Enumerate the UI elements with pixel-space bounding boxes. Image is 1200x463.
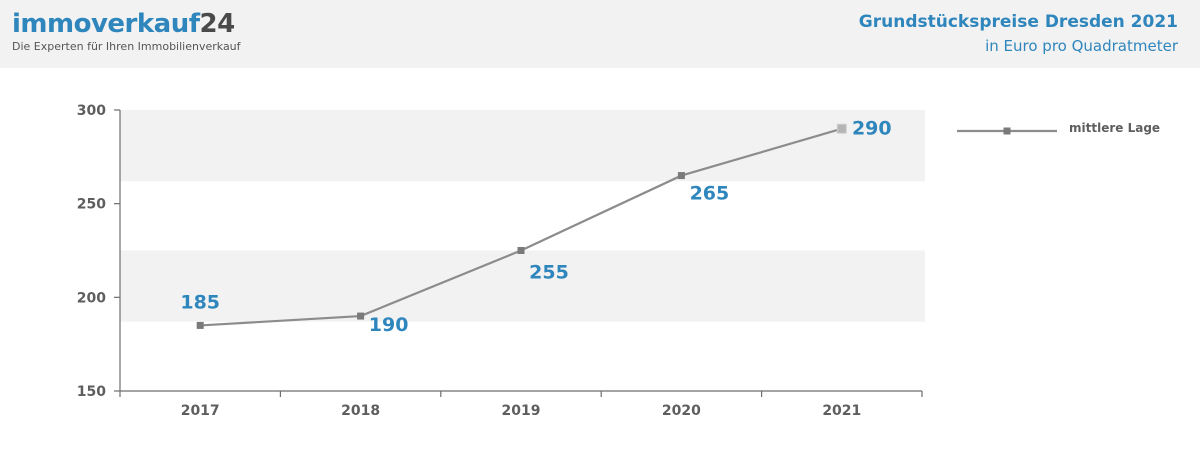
chart-title: Grundstückspreise Dresden 2021 [858,12,1178,32]
data-point-marker [836,123,847,134]
y-tick-label: 250 [77,197,106,213]
data-point-marker [517,247,525,254]
y-tick-label: 150 [77,384,106,400]
data-label: 190 [369,314,409,336]
legend-label: mittlere Lage [1069,121,1160,135]
data-label: 290 [852,118,892,140]
header-bar: immoverkauf24 Die Experten für Ihren Imm… [0,0,1200,68]
data-label: 255 [529,262,569,284]
y-tick-label: 200 [77,290,106,306]
data-label: 185 [180,291,220,313]
brand-tagline: Die Experten für Ihren Immobilienverkauf [12,40,241,53]
grid-band [120,250,925,322]
x-tick-label: 2020 [662,403,701,419]
data-label: 265 [690,183,730,205]
chart-subtitle: in Euro pro Quadratmeter [985,37,1178,55]
x-tick-label: 2017 [181,403,220,419]
x-tick-label: 2019 [502,403,541,419]
brand-name: immoverkauf [12,9,200,39]
brand-logo[interactable]: immoverkauf24 [12,10,235,38]
brand-number: 24 [199,9,236,39]
y-tick-label: 300 [77,103,106,119]
grid-band [120,110,925,182]
data-point-marker [196,321,204,329]
x-tick-label: 2021 [822,403,861,419]
x-tick-label: 2018 [341,403,380,419]
data-point-marker [357,312,365,320]
data-point-marker [677,172,685,180]
legend-marker [1003,127,1011,135]
